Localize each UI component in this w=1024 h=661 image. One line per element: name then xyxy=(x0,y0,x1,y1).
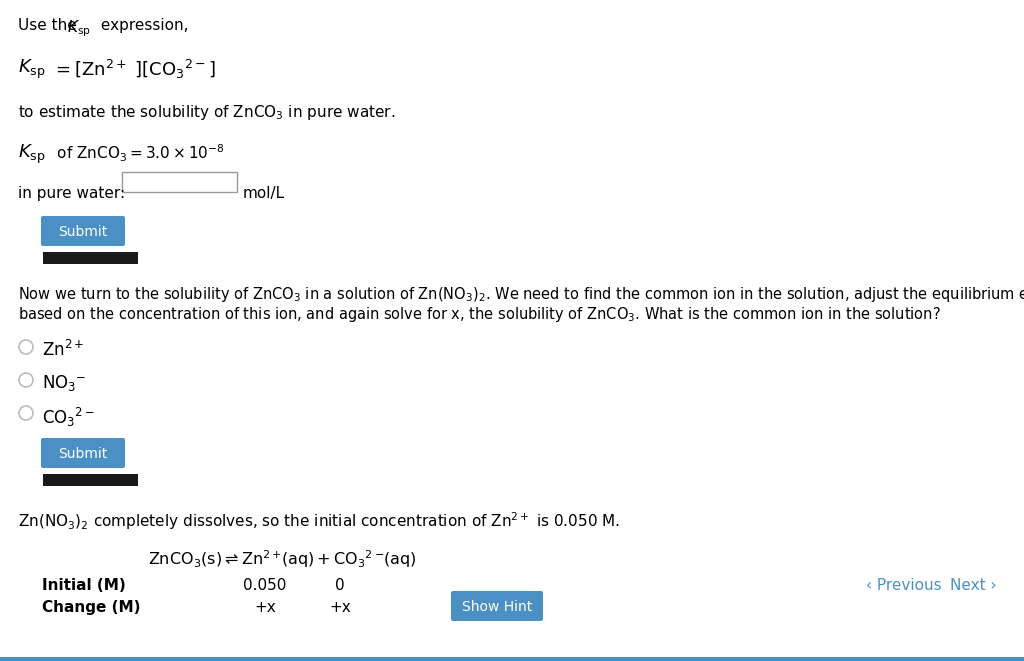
FancyBboxPatch shape xyxy=(451,591,543,621)
Text: 0: 0 xyxy=(335,578,345,593)
Text: +x: +x xyxy=(254,600,275,615)
FancyBboxPatch shape xyxy=(43,252,138,264)
Text: $K_{\rm sp}$: $K_{\rm sp}$ xyxy=(18,143,46,166)
Text: Next ›: Next › xyxy=(950,578,996,593)
Text: $\mathrm{ZnCO_3(s)} \rightleftharpoons \mathrm{Zn}^{2+}\!\mathrm{(aq)} + \mathrm: $\mathrm{ZnCO_3(s)} \rightleftharpoons \… xyxy=(148,548,417,570)
Text: to estimate the solubility of $\mathrm{ZnCO_3}$ in pure water.: to estimate the solubility of $\mathrm{Z… xyxy=(18,103,395,122)
Text: $\mathrm{NO_3}^{-}$: $\mathrm{NO_3}^{-}$ xyxy=(42,373,86,393)
FancyBboxPatch shape xyxy=(0,657,1024,661)
Text: Use the: Use the xyxy=(18,18,82,33)
Text: in pure water:: in pure water: xyxy=(18,186,125,201)
Text: $\mathrm{Zn}^{2+}$: $\mathrm{Zn}^{2+}$ xyxy=(42,340,84,360)
Text: based on the concentration of this ion, and again solve for x, the solubility of: based on the concentration of this ion, … xyxy=(18,305,941,324)
Text: mol/L: mol/L xyxy=(243,186,285,201)
FancyBboxPatch shape xyxy=(43,474,138,486)
Text: $\mathrm{CO_3}^{2-}$: $\mathrm{CO_3}^{2-}$ xyxy=(42,406,95,429)
Text: ‹ Previous: ‹ Previous xyxy=(866,578,942,593)
Text: +x: +x xyxy=(329,600,351,615)
Text: Submit: Submit xyxy=(58,447,108,461)
Text: Submit: Submit xyxy=(58,225,108,239)
Text: $K_{\rm sp}$: $K_{\rm sp}$ xyxy=(18,58,46,81)
Text: Now we turn to the solubility of $\mathrm{ZnCO_3}$ in a solution of $\mathrm{Zn(: Now we turn to the solubility of $\mathr… xyxy=(18,285,1024,304)
FancyBboxPatch shape xyxy=(41,216,125,246)
Circle shape xyxy=(19,406,33,420)
FancyBboxPatch shape xyxy=(122,172,237,192)
Text: of $\mathrm{ZnCO_3} = 3.0 \times 10^{-8}$: of $\mathrm{ZnCO_3} = 3.0 \times 10^{-8}… xyxy=(52,143,224,165)
Text: Show Hint: Show Hint xyxy=(462,600,532,614)
FancyBboxPatch shape xyxy=(41,438,125,468)
Circle shape xyxy=(19,340,33,354)
Text: $\mathrm{Zn(NO_3)_2}$ completely dissolves, so the initial concentration of $\ma: $\mathrm{Zn(NO_3)_2}$ completely dissolv… xyxy=(18,510,620,531)
Text: $K_{\rm sp}$: $K_{\rm sp}$ xyxy=(67,18,91,38)
Text: Initial (M): Initial (M) xyxy=(42,578,126,593)
Circle shape xyxy=(19,373,33,387)
Text: $= [\mathrm{Zn}^{2+}\ ][\mathrm{CO_3}^{2-}]$: $= [\mathrm{Zn}^{2+}\ ][\mathrm{CO_3}^{2… xyxy=(52,58,216,81)
Text: 0.050: 0.050 xyxy=(244,578,287,593)
Text: expression,: expression, xyxy=(96,18,188,33)
Text: Change (M): Change (M) xyxy=(42,600,140,615)
